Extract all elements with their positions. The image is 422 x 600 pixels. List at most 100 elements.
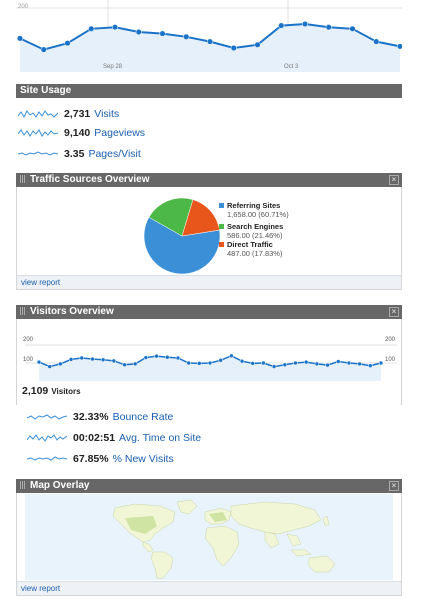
chart-point-8[interactable] <box>122 362 127 368</box>
chart-point-7[interactable] <box>183 33 190 40</box>
pageviews-label[interactable]: Pageviews <box>94 127 146 139</box>
drag-handle-icon[interactable] <box>20 175 26 183</box>
legend-detail: 586.00 (21.46%) <box>227 231 283 240</box>
map-view-report-link[interactable]: view report <box>21 584 61 593</box>
chart-point-32[interactable] <box>378 360 384 366</box>
avg-time-sparkline-icon <box>26 434 68 442</box>
legend-swatch <box>219 203 224 208</box>
chart-point-12[interactable] <box>165 354 170 360</box>
chart-point-21[interactable] <box>261 360 266 366</box>
chart-point-15[interactable] <box>373 38 380 45</box>
visitors-total-value: 2,109 <box>22 385 49 397</box>
chart-point-28[interactable] <box>336 359 341 364</box>
chart-point-16[interactable] <box>396 43 404 50</box>
chart-point-20[interactable] <box>250 361 255 366</box>
chart-point-31[interactable] <box>368 363 373 368</box>
close-icon[interactable]: × <box>389 481 399 491</box>
chart-point-22[interactable] <box>271 364 277 369</box>
close-icon[interactable]: × <box>389 307 399 317</box>
chart-point-30[interactable] <box>357 361 362 367</box>
legend-name: Search Engines <box>227 222 284 231</box>
new-visits-label[interactable]: % New Visits <box>112 453 174 465</box>
chart-point-6[interactable] <box>100 357 106 363</box>
chart-point-14[interactable] <box>186 360 191 366</box>
chart-point-1[interactable] <box>40 46 47 53</box>
pageviews-metric[interactable]: 9,140 Pageviews <box>17 125 146 141</box>
chart-point-5[interactable] <box>135 28 142 36</box>
drag-handle-icon[interactable] <box>20 307 26 315</box>
chart-point-9[interactable] <box>132 361 138 367</box>
chart-point-8[interactable] <box>206 38 214 45</box>
chart-point-16[interactable] <box>207 360 213 366</box>
chart-point-6[interactable] <box>159 30 166 37</box>
pie-slice-0[interactable] <box>143 216 221 275</box>
chart-point-4[interactable] <box>79 355 84 361</box>
chart-point-12[interactable] <box>301 20 309 28</box>
chart-area <box>20 24 400 72</box>
legend-swatch <box>219 224 224 229</box>
chart-point-13[interactable] <box>175 355 181 361</box>
chart-point-24[interactable] <box>293 360 298 366</box>
chart-point-27[interactable] <box>325 362 330 368</box>
pages-per-visit-metric[interactable]: 3.35 Pages/Visit <box>17 146 141 162</box>
chart-point-17[interactable] <box>218 358 223 363</box>
chart-point-9[interactable] <box>230 44 237 52</box>
bounce-rate-value: 32.33% <box>73 411 109 423</box>
chart-point-5[interactable] <box>90 356 95 362</box>
avg-time-metric[interactable]: 00:02:51 Avg. Time on Site <box>26 430 202 446</box>
chart-point-4[interactable] <box>111 24 119 31</box>
chart-point-29[interactable] <box>346 360 352 366</box>
chart-point-11[interactable] <box>278 22 285 29</box>
pages-per-visit-label[interactable]: Pages/Visit <box>88 148 141 160</box>
chart-point-25[interactable] <box>303 359 309 365</box>
pie-slice-2[interactable] <box>181 199 220 237</box>
visitors-overview-header[interactable]: Visitors Overview × <box>16 305 402 319</box>
bounce-rate-label[interactable]: Bounce Rate <box>112 411 174 423</box>
map-overlay-panel: view report <box>16 493 402 596</box>
legend-swatch <box>219 242 224 247</box>
legend-detail: 487.00 (17.83%) <box>227 249 283 258</box>
close-icon[interactable]: × <box>389 175 399 185</box>
chart-point-10[interactable] <box>254 41 261 48</box>
map-highlight-regions <box>125 512 227 534</box>
chart-point-2[interactable] <box>58 361 63 367</box>
chart-point-3[interactable] <box>68 357 74 362</box>
world-map[interactable] <box>25 494 393 580</box>
legend-direct-traffic: Direct Traffic 487.00 (17.83%) <box>219 240 282 258</box>
chart-point-2[interactable] <box>64 40 71 47</box>
chart-point-1[interactable] <box>47 364 52 369</box>
legend-name: Direct Traffic <box>227 240 273 249</box>
visitors-overview-title: Visitors Overview <box>30 306 114 317</box>
map-landmasses <box>112 499 336 579</box>
chart-point-7[interactable] <box>111 358 117 364</box>
traffic-sources-panel: Referring Sites 1,658.00 (60.71%) Search… <box>16 187 402 290</box>
chart-point-0[interactable] <box>16 35 24 42</box>
chart-point-18[interactable] <box>229 353 234 359</box>
chart-point-15[interactable] <box>197 361 202 366</box>
bounce-rate-metric[interactable]: 32.33% Bounce Rate <box>26 409 174 425</box>
avg-time-label[interactable]: Avg. Time on Site <box>119 432 202 444</box>
drag-handle-icon[interactable] <box>20 481 26 489</box>
chart-point-13[interactable] <box>325 24 332 31</box>
map-overlay-header[interactable]: Map Overlay × <box>16 479 402 493</box>
chart-point-10[interactable] <box>143 355 149 360</box>
traffic-view-report-link[interactable]: view report <box>21 278 61 287</box>
avg-time-value: 00:02:51 <box>73 432 116 444</box>
chart-point-26[interactable] <box>314 361 320 367</box>
chart-point-0[interactable] <box>36 359 42 365</box>
visits-label[interactable]: Visits <box>94 108 120 120</box>
chart-point-14[interactable] <box>349 25 356 32</box>
site-usage-title: Site Usage <box>20 85 72 96</box>
chart-point-23[interactable] <box>282 362 288 368</box>
chart-point-19[interactable] <box>239 358 245 364</box>
new-visits-metric[interactable]: 67.85%% New Visits <box>26 451 174 467</box>
traffic-footer: view report <box>17 275 401 289</box>
traffic-sources-header[interactable]: Traffic Sources Overview × <box>16 173 402 187</box>
pie-slice-1[interactable] <box>148 197 194 237</box>
chart-point-11[interactable] <box>154 353 159 359</box>
chart-point-3[interactable] <box>88 25 95 32</box>
pageviews-sparkline-icon <box>17 129 59 138</box>
visits-metric[interactable]: 2,731 Visits <box>17 106 120 122</box>
top-chart-svg <box>16 0 404 72</box>
site-usage-header: Site Usage <box>16 84 402 98</box>
